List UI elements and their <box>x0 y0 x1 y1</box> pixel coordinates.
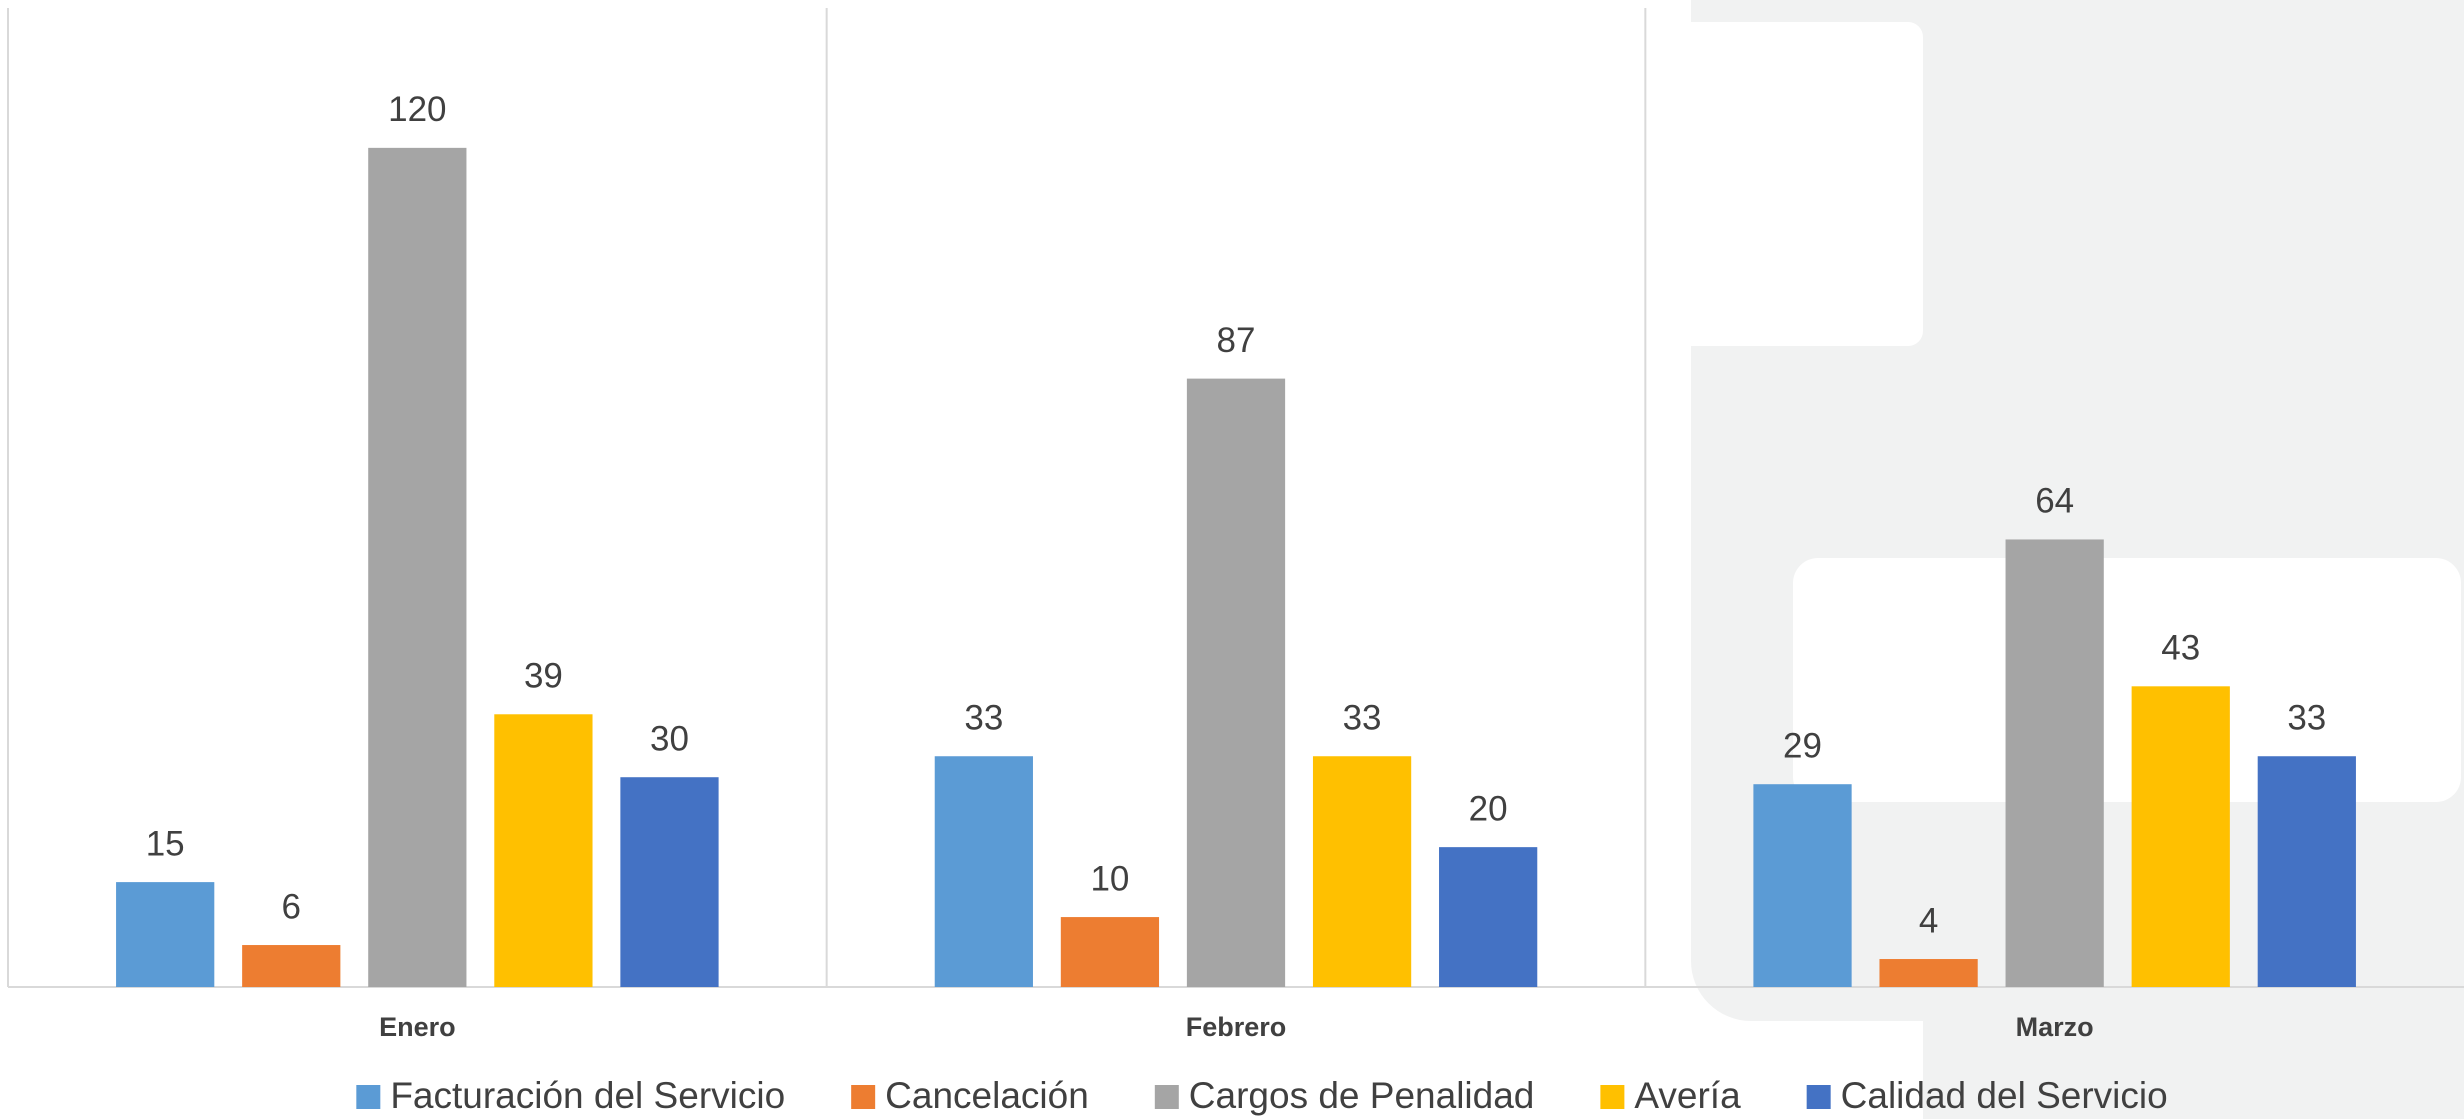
legend-label: Cancelación <box>885 1075 1089 1116</box>
bar <box>620 777 719 987</box>
data-label: 29 <box>1783 726 1822 765</box>
bar <box>2257 756 2356 987</box>
bar <box>1060 917 1160 987</box>
data-label: 4 <box>1919 901 1938 940</box>
data-label: 64 <box>2035 482 2074 521</box>
legend-marker <box>1600 1085 1625 1109</box>
data-label: 6 <box>282 887 301 926</box>
legend-marker <box>1806 1085 1831 1109</box>
data-label: 39 <box>524 657 563 696</box>
data-label: 30 <box>650 719 689 758</box>
data-label: 15 <box>146 824 185 863</box>
legend-label: Cargos de Penalidad <box>1189 1075 1535 1116</box>
x-tick-label: Marzo <box>2016 1012 2094 1042</box>
legend-marker <box>356 1085 381 1109</box>
bar <box>1439 847 1538 987</box>
bar <box>934 756 1033 987</box>
bar <box>2005 539 2104 987</box>
x-tick-label: Enero <box>379 1012 456 1042</box>
bar <box>116 882 215 987</box>
legend-marker <box>851 1085 876 1109</box>
legend-marker <box>1154 1085 1179 1109</box>
bar <box>494 714 593 987</box>
bar <box>1879 959 1978 987</box>
data-label: 20 <box>1469 789 1508 828</box>
legend-label: Calidad del Servicio <box>1841 1075 2168 1116</box>
legend-label: Facturación del Servicio <box>390 1075 785 1116</box>
data-label: 120 <box>388 90 446 129</box>
data-label: 33 <box>964 698 1003 737</box>
x-tick-label: Febrero <box>1186 1012 1287 1042</box>
bar <box>368 147 467 987</box>
bar <box>1753 784 1852 987</box>
data-label: 33 <box>1343 698 1382 737</box>
bar <box>242 945 341 987</box>
data-label: 87 <box>1217 321 1256 360</box>
bar <box>1312 756 1412 987</box>
data-label: 33 <box>2287 698 2326 737</box>
data-label: 43 <box>2161 629 2200 668</box>
legend-label: Avería <box>1634 1075 1741 1116</box>
bar <box>1186 378 1286 987</box>
data-label: 10 <box>1090 859 1129 898</box>
bar <box>2131 686 2230 987</box>
